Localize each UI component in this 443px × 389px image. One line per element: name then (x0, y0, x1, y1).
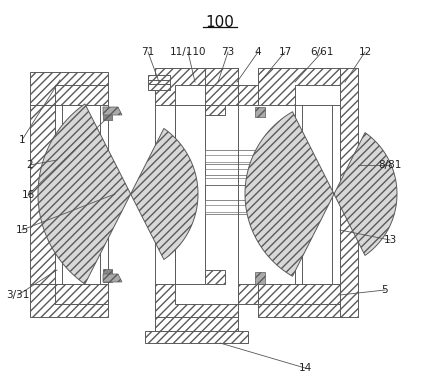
Bar (205, 85, 238, 105)
Bar (295, 105, 340, 284)
Bar (205, 105, 225, 115)
Bar (258, 284, 340, 304)
Text: 3/31: 3/31 (6, 290, 30, 300)
Text: 17: 17 (278, 47, 291, 57)
Bar (255, 272, 265, 284)
Text: 1: 1 (19, 135, 25, 145)
Polygon shape (155, 68, 238, 105)
Polygon shape (103, 274, 122, 282)
Polygon shape (103, 107, 112, 120)
Text: 14: 14 (299, 363, 311, 373)
Bar (175, 105, 205, 284)
Bar (205, 150, 258, 164)
Text: 71: 71 (141, 47, 155, 57)
Text: 73: 73 (222, 47, 235, 57)
Bar (340, 68, 358, 317)
Polygon shape (205, 68, 238, 85)
Text: 12: 12 (358, 47, 372, 57)
Text: 2: 2 (27, 160, 33, 170)
Text: 100: 100 (206, 14, 234, 30)
Polygon shape (30, 72, 108, 105)
Text: 15: 15 (16, 225, 29, 235)
Polygon shape (245, 112, 397, 276)
Bar (148, 75, 170, 90)
Polygon shape (103, 107, 122, 115)
Text: 8/81: 8/81 (378, 160, 402, 170)
Bar (238, 284, 258, 304)
Text: 5: 5 (382, 285, 389, 295)
Bar (205, 175, 258, 185)
Polygon shape (38, 104, 198, 284)
Bar (30, 105, 55, 284)
Bar (55, 284, 108, 304)
Bar (238, 85, 258, 105)
Polygon shape (258, 68, 340, 105)
Bar (155, 317, 238, 331)
Text: 13: 13 (383, 235, 396, 245)
Bar (145, 331, 248, 343)
Text: 6/61: 6/61 (310, 47, 334, 57)
Text: 16: 16 (21, 190, 35, 200)
Bar (205, 270, 225, 284)
Bar (205, 200, 258, 214)
Bar (255, 107, 265, 117)
Polygon shape (155, 284, 238, 317)
Bar (55, 105, 108, 284)
Polygon shape (103, 269, 112, 282)
Bar (55, 85, 108, 105)
Polygon shape (258, 284, 340, 317)
Text: 11/110: 11/110 (170, 47, 206, 57)
Text: 4: 4 (255, 47, 261, 57)
Polygon shape (30, 284, 108, 317)
